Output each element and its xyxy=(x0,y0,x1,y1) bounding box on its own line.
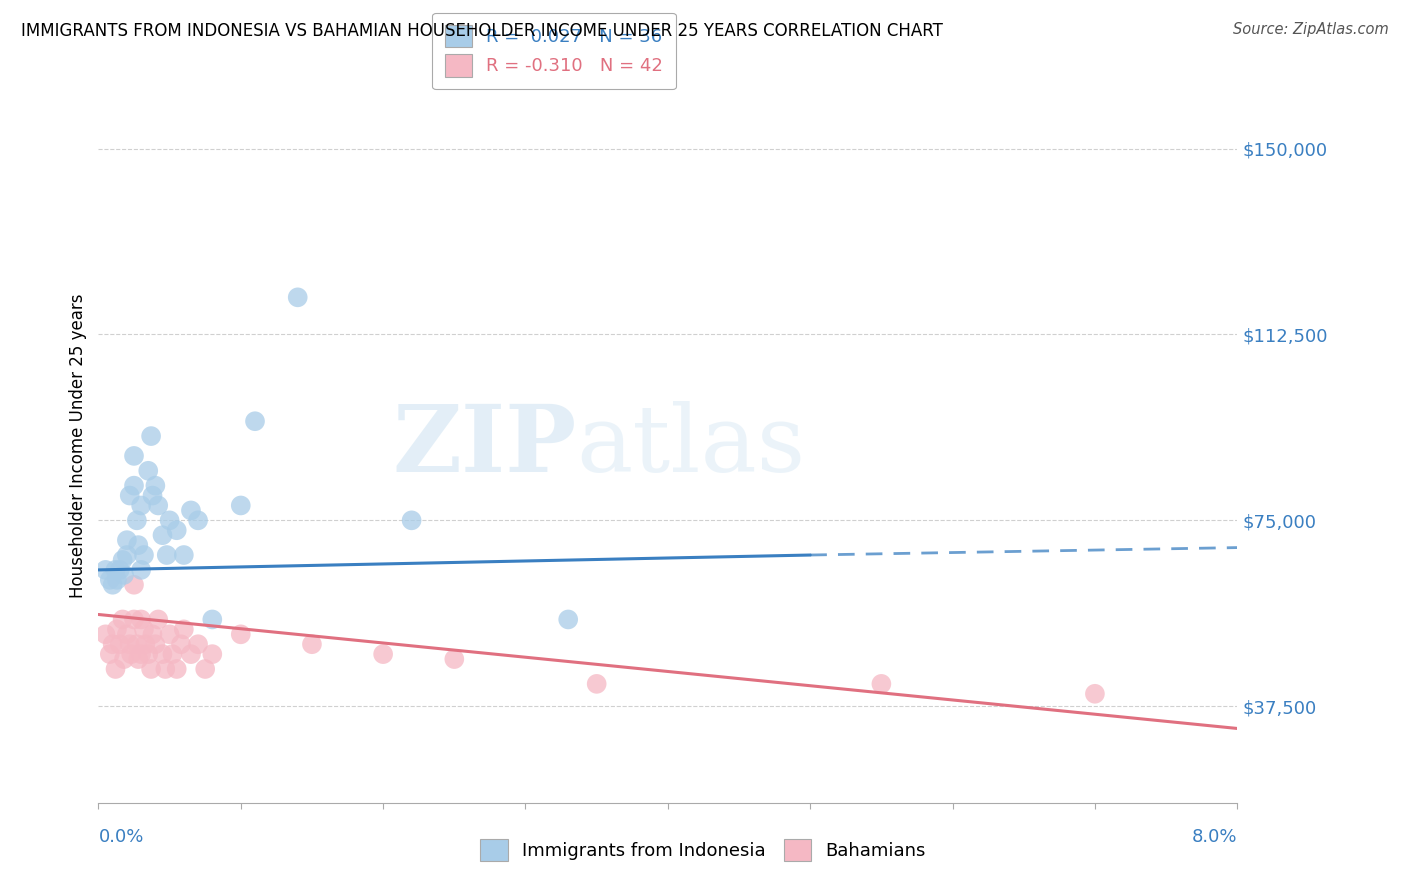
Point xyxy=(166,662,188,676)
Legend: R =  0.027   N = 36, R = -0.310   N = 42: R = 0.027 N = 36, R = -0.310 N = 42 xyxy=(432,12,676,89)
Point xyxy=(139,662,162,676)
Point xyxy=(118,489,141,503)
Point xyxy=(115,548,138,562)
Point xyxy=(180,503,202,517)
Point xyxy=(101,578,124,592)
Point xyxy=(115,627,138,641)
Point xyxy=(170,637,193,651)
Point xyxy=(173,623,195,637)
Point xyxy=(122,449,145,463)
Point xyxy=(557,612,579,626)
Point xyxy=(141,489,163,503)
Point xyxy=(111,612,134,626)
Point xyxy=(301,637,323,651)
Point xyxy=(129,612,152,626)
Point xyxy=(870,677,893,691)
Point xyxy=(201,647,224,661)
Point xyxy=(162,647,184,661)
Text: 8.0%: 8.0% xyxy=(1192,828,1237,846)
Point xyxy=(156,548,179,562)
Point xyxy=(139,429,162,443)
Point xyxy=(129,647,152,661)
Point xyxy=(141,627,163,641)
Point xyxy=(148,499,170,513)
Point xyxy=(111,553,134,567)
Point xyxy=(229,499,252,513)
Point xyxy=(118,637,141,651)
Point xyxy=(129,563,152,577)
Text: IMMIGRANTS FROM INDONESIA VS BAHAMIAN HOUSEHOLDER INCOME UNDER 25 YEARS CORRELAT: IMMIGRANTS FROM INDONESIA VS BAHAMIAN HO… xyxy=(21,22,943,40)
Point xyxy=(159,513,181,527)
Point xyxy=(229,627,252,641)
Point xyxy=(155,662,177,676)
Point xyxy=(94,563,117,577)
Point xyxy=(112,567,135,582)
Point xyxy=(152,528,174,542)
Text: atlas: atlas xyxy=(576,401,806,491)
Point xyxy=(134,637,156,651)
Point xyxy=(104,563,127,577)
Text: 0.0%: 0.0% xyxy=(98,828,143,846)
Point xyxy=(585,677,607,691)
Point xyxy=(105,573,128,587)
Point xyxy=(180,647,202,661)
Point xyxy=(105,623,128,637)
Point xyxy=(145,478,167,492)
Point xyxy=(108,637,131,651)
Point xyxy=(132,623,155,637)
Point xyxy=(98,573,121,587)
Point xyxy=(187,513,209,527)
Point xyxy=(127,652,149,666)
Point xyxy=(1084,687,1107,701)
Point xyxy=(159,627,181,641)
Point xyxy=(371,647,394,661)
Point xyxy=(122,478,145,492)
Legend: Immigrants from Indonesia, Bahamians: Immigrants from Indonesia, Bahamians xyxy=(468,827,938,874)
Point xyxy=(122,612,145,626)
Point xyxy=(194,662,217,676)
Point xyxy=(443,652,465,666)
Point xyxy=(127,538,149,552)
Point xyxy=(104,662,127,676)
Point xyxy=(401,513,423,527)
Point xyxy=(98,647,121,661)
Point xyxy=(187,637,209,651)
Point xyxy=(136,464,159,478)
Point xyxy=(101,637,124,651)
Point xyxy=(129,499,152,513)
Point xyxy=(166,523,188,537)
Point xyxy=(287,290,309,304)
Point xyxy=(148,612,170,626)
Point xyxy=(145,637,167,651)
Point xyxy=(112,652,135,666)
Text: Source: ZipAtlas.com: Source: ZipAtlas.com xyxy=(1233,22,1389,37)
Point xyxy=(243,414,266,428)
Point xyxy=(122,578,145,592)
Point xyxy=(120,647,142,661)
Point xyxy=(132,548,155,562)
Point xyxy=(125,637,148,651)
Point xyxy=(173,548,195,562)
Point xyxy=(136,647,159,661)
Point xyxy=(152,647,174,661)
Point xyxy=(125,513,148,527)
Point xyxy=(115,533,138,548)
Y-axis label: Householder Income Under 25 years: Householder Income Under 25 years xyxy=(69,293,87,599)
Point xyxy=(94,627,117,641)
Point xyxy=(108,563,131,577)
Point xyxy=(201,612,224,626)
Text: ZIP: ZIP xyxy=(392,401,576,491)
